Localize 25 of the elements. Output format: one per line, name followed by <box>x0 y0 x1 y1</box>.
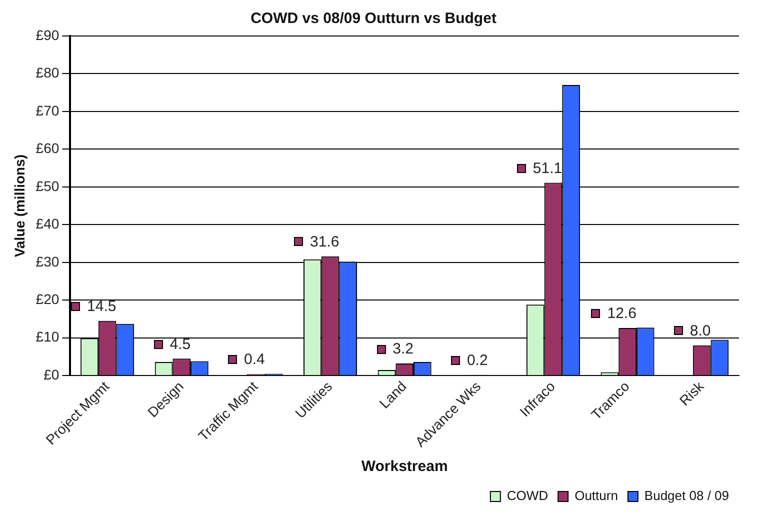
data-label: 8.0 <box>690 322 711 340</box>
y-tick-label: £80 <box>36 64 60 81</box>
y-tick-label: £50 <box>36 178 60 194</box>
legend-label: COWD <box>506 488 548 504</box>
data-label: 31.6 <box>310 234 340 251</box>
data-label: 14.5 <box>87 298 116 316</box>
y-tick-label: £10 <box>36 328 60 345</box>
data-label: 12.6 <box>607 305 636 322</box>
legend-label: Budget 08 / 09 <box>644 488 730 504</box>
data-label: 4.5 <box>170 336 191 353</box>
y-tick-label: £20 <box>36 290 60 307</box>
legend-label: Outturn <box>574 488 618 504</box>
y-tick-label: £90 <box>36 26 60 43</box>
y-axis-title: Value (millions) <box>11 154 28 258</box>
y-tick-label: £40 <box>36 216 60 232</box>
data-label: 0.2 <box>466 352 488 369</box>
data-label: 3.2 <box>392 340 414 358</box>
y-tick-label: £30 <box>36 253 60 270</box>
y-tick-label: £70 <box>36 102 60 118</box>
y-tick-label: £0 <box>44 366 60 382</box>
chart-title: COWD vs 08/09 Outturn vs Budget <box>250 10 496 28</box>
y-tick-label: £60 <box>36 140 60 156</box>
data-label: 51.1 <box>532 160 562 177</box>
x-axis-title: Workstream <box>361 458 448 476</box>
data-label: 0.4 <box>244 351 265 368</box>
